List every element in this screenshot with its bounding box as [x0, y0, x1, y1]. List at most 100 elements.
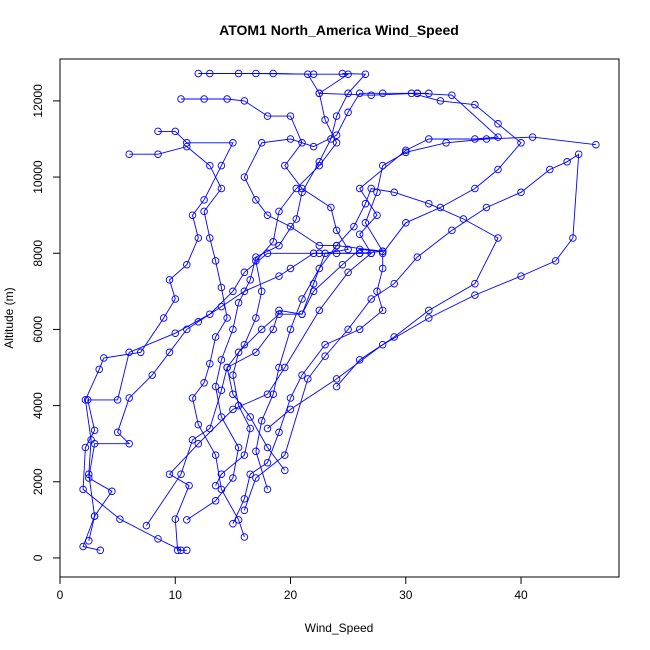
- data-point: [211, 497, 220, 505]
- x-tick-label: 30: [399, 588, 413, 602]
- data-point: [240, 97, 249, 105]
- data-point: [217, 413, 226, 421]
- data-point: [113, 428, 122, 437]
- data-point: [211, 451, 220, 459]
- data-point: [402, 148, 410, 157]
- data-point: [355, 325, 364, 334]
- data-point: [240, 506, 249, 515]
- data-point: [211, 333, 220, 341]
- data-point: [344, 108, 352, 117]
- data-point: [436, 97, 445, 105]
- data-point: [309, 142, 318, 151]
- data-point: [142, 521, 151, 530]
- data-point: [177, 95, 185, 103]
- data-point: [125, 439, 133, 448]
- data-point: [90, 439, 99, 448]
- data-point: [263, 112, 272, 120]
- series-4: [85, 249, 375, 545]
- data-point: [367, 184, 375, 193]
- data-point: [321, 340, 329, 349]
- data-point: [240, 340, 249, 349]
- x-axis: 0 10 20 30 40: [57, 576, 528, 602]
- x-tick-label: 20: [284, 588, 298, 602]
- data-point: [263, 485, 272, 494]
- data-point: [194, 318, 203, 326]
- data-point: [361, 199, 370, 208]
- data-point: [286, 264, 295, 273]
- data-point: [246, 424, 254, 433]
- data-point: [425, 306, 433, 315]
- data-point: [269, 238, 277, 246]
- data-point: [425, 89, 433, 98]
- data-point: [332, 249, 341, 258]
- data-point: [275, 310, 283, 318]
- data-point: [448, 226, 456, 235]
- data-point: [309, 70, 318, 78]
- data-point: [240, 451, 249, 459]
- data-point: [367, 91, 375, 99]
- data-point: [206, 359, 214, 368]
- data-point: [425, 199, 433, 208]
- series-7: [229, 89, 525, 528]
- data-point: [252, 253, 260, 261]
- data-point: [344, 268, 352, 277]
- data-point: [240, 495, 249, 503]
- data-point: [217, 386, 226, 395]
- series-6: [177, 95, 352, 490]
- data-point: [425, 314, 433, 322]
- data-point: [188, 211, 197, 219]
- data-point: [304, 70, 312, 78]
- data-point: [171, 329, 180, 337]
- data-point: [154, 127, 162, 136]
- data-point: [194, 439, 203, 448]
- data-point: [252, 314, 260, 322]
- series-8: [125, 142, 249, 541]
- data-point: [378, 340, 387, 349]
- data-point: [263, 390, 272, 398]
- data-point: [223, 314, 231, 322]
- data-point: [494, 120, 502, 128]
- data-point: [332, 382, 341, 391]
- data-point: [275, 207, 283, 216]
- data-point: [275, 241, 283, 250]
- data-point: [402, 219, 410, 227]
- series-line: [129, 146, 245, 538]
- data-point: [229, 405, 237, 414]
- series-1: [165, 69, 502, 555]
- data-point: [171, 515, 180, 523]
- data-point: [390, 279, 398, 288]
- data-point: [517, 139, 525, 147]
- data-point: [367, 295, 375, 303]
- data-point: [206, 310, 214, 318]
- data-point: [252, 348, 260, 357]
- series-10: [240, 150, 583, 515]
- data-point: [194, 420, 203, 429]
- data-point: [378, 264, 387, 273]
- data-point: [592, 140, 600, 149]
- data-point: [551, 257, 560, 265]
- data-point: [194, 69, 203, 78]
- data-point: [252, 447, 260, 456]
- data-point: [229, 139, 237, 147]
- data-point: [252, 474, 260, 482]
- data-point: [338, 69, 347, 78]
- data-point: [217, 283, 226, 292]
- data-point: [240, 268, 249, 277]
- data-point: [240, 533, 249, 541]
- data-point: [281, 466, 289, 475]
- data-point: [211, 481, 220, 490]
- data-point: [234, 516, 243, 524]
- data-point: [304, 375, 312, 383]
- data-point: [332, 241, 341, 250]
- data-point: [574, 150, 583, 158]
- data-point: [183, 546, 191, 555]
- data-point: [240, 287, 249, 296]
- x-axis-label: Wind_Speed: [305, 621, 374, 635]
- data-point: [263, 443, 272, 452]
- data-point: [378, 306, 387, 315]
- data-point: [217, 184, 226, 193]
- data-point: [413, 253, 422, 261]
- y-tick-label: 6000: [31, 316, 45, 343]
- data-point: [217, 356, 226, 364]
